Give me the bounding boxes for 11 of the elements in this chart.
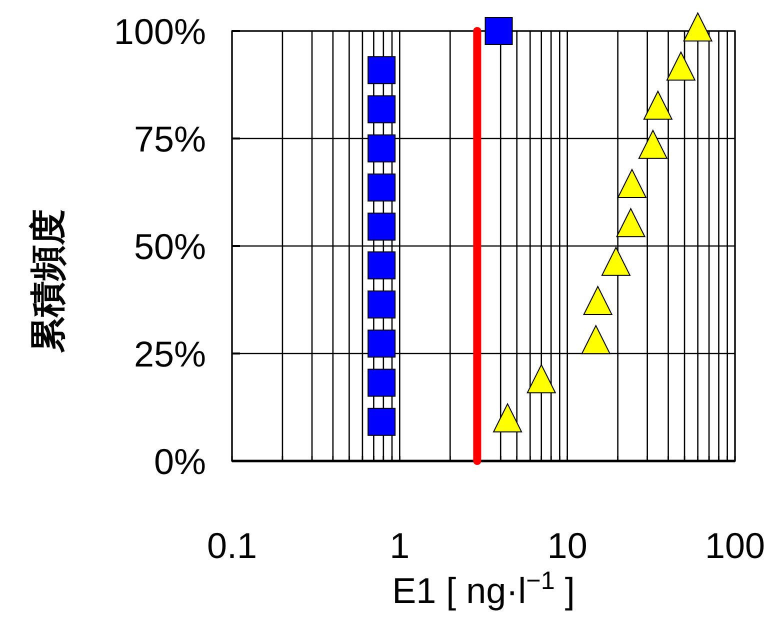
y-tick-label: 0% xyxy=(154,441,206,482)
x-tick-label: 1 xyxy=(390,525,410,566)
y-tick-label: 100% xyxy=(114,11,206,52)
y-axis-title: 累積頻度 xyxy=(27,209,68,353)
y-tick-label: 50% xyxy=(134,226,206,267)
y-tick-label: 25% xyxy=(134,334,206,374)
y-tick-label: 75% xyxy=(134,118,206,160)
x-tick-label: 10 xyxy=(547,525,588,566)
x-tick-label: 0.1 xyxy=(206,525,258,566)
x-tick-label: 100 xyxy=(704,525,766,566)
x-axis-title: E1 [ ng·l$^{−1}$ ] xyxy=(392,567,575,611)
